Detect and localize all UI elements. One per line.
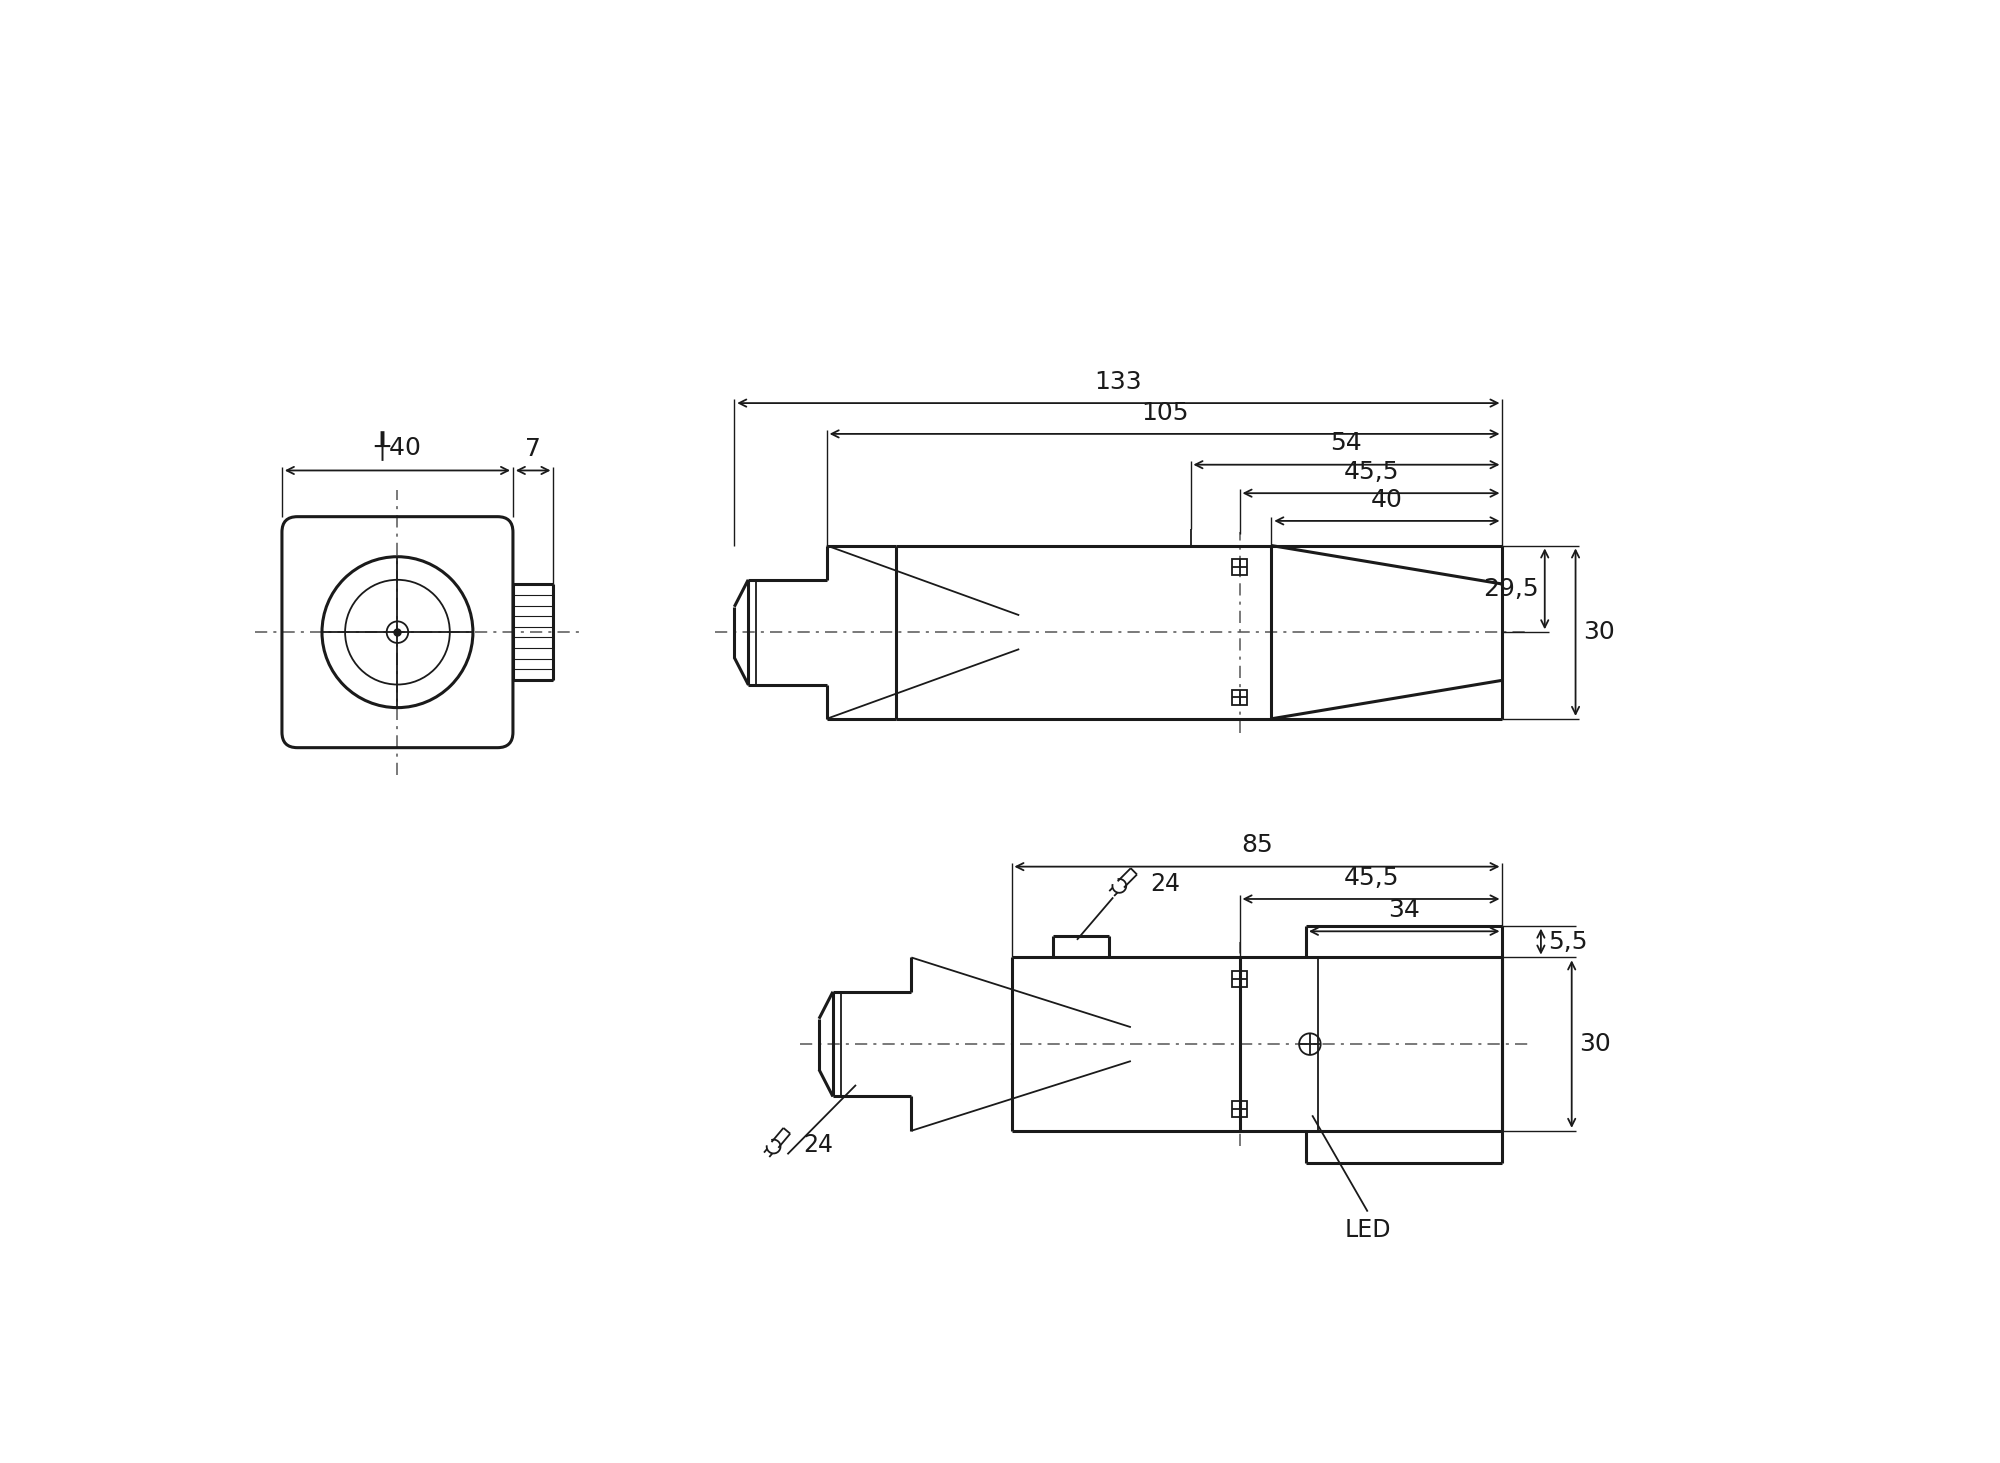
Text: 54: 54 bbox=[1330, 432, 1362, 455]
Bar bbox=[1232, 1102, 1248, 1116]
Text: 29,5: 29,5 bbox=[1482, 576, 1538, 601]
Text: 45,5: 45,5 bbox=[1344, 459, 1398, 484]
Text: ╀40: ╀40 bbox=[374, 432, 420, 461]
Text: 40: 40 bbox=[1370, 487, 1402, 512]
Text: 24: 24 bbox=[1150, 872, 1180, 897]
Text: 30: 30 bbox=[1580, 1031, 1612, 1056]
Text: 133: 133 bbox=[1094, 370, 1142, 394]
Text: 7: 7 bbox=[526, 437, 542, 461]
Text: 5,5: 5,5 bbox=[1548, 929, 1588, 954]
Text: LED: LED bbox=[1344, 1217, 1390, 1242]
Text: 45,5: 45,5 bbox=[1344, 866, 1398, 890]
Text: 24: 24 bbox=[802, 1132, 832, 1157]
Bar bbox=[1232, 559, 1248, 575]
Text: 85: 85 bbox=[1242, 834, 1272, 857]
Bar bbox=[1232, 971, 1248, 986]
Bar bbox=[1232, 689, 1248, 705]
Text: 34: 34 bbox=[1388, 898, 1420, 922]
Text: 105: 105 bbox=[1140, 401, 1188, 424]
Text: 30: 30 bbox=[1584, 620, 1616, 644]
